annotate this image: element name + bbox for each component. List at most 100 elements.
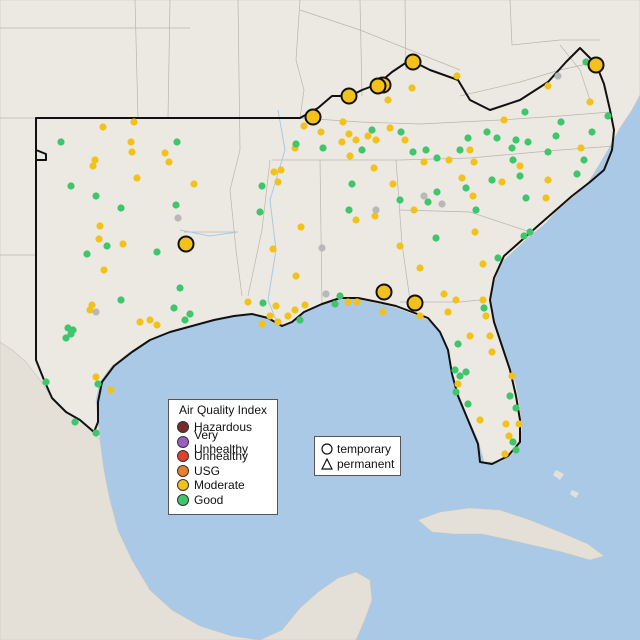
temporary-site-marker[interactable] <box>587 56 605 74</box>
moderate-site-marker[interactable] <box>100 266 108 274</box>
temporary-site-marker[interactable] <box>406 294 424 312</box>
moderate-site-marker[interactable] <box>346 152 354 160</box>
moderate-site-marker[interactable] <box>277 166 285 174</box>
good-site-marker[interactable] <box>512 136 520 144</box>
moderate-site-marker[interactable] <box>476 416 484 424</box>
moderate-site-marker[interactable] <box>292 272 300 280</box>
moderate-site-marker[interactable] <box>165 158 173 166</box>
moderate-site-marker[interactable] <box>161 149 169 157</box>
moderate-site-marker[interactable] <box>127 138 135 146</box>
good-site-marker[interactable] <box>480 304 488 312</box>
no-data-site-marker[interactable] <box>174 214 182 222</box>
moderate-site-marker[interactable] <box>386 124 394 132</box>
moderate-site-marker[interactable] <box>500 116 508 124</box>
good-site-marker[interactable] <box>331 300 339 308</box>
good-site-marker[interactable] <box>526 228 534 236</box>
moderate-site-marker[interactable] <box>136 318 144 326</box>
good-site-marker[interactable] <box>472 206 480 214</box>
moderate-site-marker[interactable] <box>453 72 461 80</box>
moderate-site-marker[interactable] <box>96 222 104 230</box>
moderate-site-marker[interactable] <box>479 260 487 268</box>
moderate-site-marker[interactable] <box>99 123 107 131</box>
moderate-site-marker[interactable] <box>133 174 141 182</box>
moderate-site-marker[interactable] <box>452 296 460 304</box>
moderate-site-marker[interactable] <box>401 136 409 144</box>
moderate-site-marker[interactable] <box>458 174 466 182</box>
moderate-site-marker[interactable] <box>444 308 452 316</box>
moderate-site-marker[interactable] <box>479 296 487 304</box>
good-site-marker[interactable] <box>94 380 102 388</box>
good-site-marker[interactable] <box>173 138 181 146</box>
no-data-site-marker[interactable] <box>322 290 330 298</box>
moderate-site-marker[interactable] <box>258 320 266 328</box>
no-data-site-marker[interactable] <box>554 72 562 80</box>
moderate-site-marker[interactable] <box>371 212 379 220</box>
good-site-marker[interactable] <box>345 206 353 214</box>
moderate-site-marker[interactable] <box>190 180 198 188</box>
moderate-site-marker[interactable] <box>146 316 154 324</box>
moderate-site-marker[interactable] <box>542 194 550 202</box>
good-site-marker[interactable] <box>588 128 596 136</box>
good-site-marker[interactable] <box>520 232 528 240</box>
good-site-marker[interactable] <box>69 326 77 334</box>
good-site-marker[interactable] <box>493 134 501 142</box>
good-site-marker[interactable] <box>488 176 496 184</box>
good-site-marker[interactable] <box>454 340 462 348</box>
no-data-site-marker[interactable] <box>318 244 326 252</box>
good-site-marker[interactable] <box>521 108 529 116</box>
moderate-site-marker[interactable] <box>501 450 509 458</box>
moderate-site-marker[interactable] <box>107 386 115 394</box>
moderate-site-marker[interactable] <box>244 298 252 306</box>
moderate-site-marker[interactable] <box>470 158 478 166</box>
good-site-marker[interactable] <box>117 296 125 304</box>
good-site-marker[interactable] <box>462 184 470 192</box>
temporary-site-marker[interactable] <box>340 87 358 105</box>
moderate-site-marker[interactable] <box>516 162 524 170</box>
good-site-marker[interactable] <box>258 182 266 190</box>
good-site-marker[interactable] <box>456 146 464 154</box>
moderate-site-marker[interactable] <box>89 162 97 170</box>
temporary-site-marker[interactable] <box>177 235 195 253</box>
good-site-marker[interactable] <box>464 400 472 408</box>
good-site-marker[interactable] <box>432 234 440 242</box>
good-site-marker[interactable] <box>424 198 432 206</box>
moderate-site-marker[interactable] <box>269 245 277 253</box>
good-site-marker[interactable] <box>522 194 530 202</box>
moderate-site-marker[interactable] <box>498 178 506 186</box>
moderate-site-marker[interactable] <box>291 306 299 314</box>
good-site-marker[interactable] <box>604 112 612 120</box>
moderate-site-marker[interactable] <box>372 136 380 144</box>
moderate-site-marker[interactable] <box>86 306 94 314</box>
good-site-marker[interactable] <box>319 144 327 152</box>
good-site-marker[interactable] <box>552 132 560 140</box>
no-data-site-marker[interactable] <box>92 308 100 316</box>
moderate-site-marker[interactable] <box>272 302 280 310</box>
moderate-site-marker[interactable] <box>274 178 282 186</box>
moderate-site-marker[interactable] <box>544 82 552 90</box>
moderate-site-marker[interactable] <box>577 144 585 152</box>
moderate-site-marker[interactable] <box>270 168 278 176</box>
moderate-site-marker[interactable] <box>508 372 516 380</box>
good-site-marker[interactable] <box>172 201 180 209</box>
moderate-site-marker[interactable] <box>389 180 397 188</box>
good-site-marker[interactable] <box>464 134 472 142</box>
good-site-marker[interactable] <box>524 138 532 146</box>
moderate-site-marker[interactable] <box>445 156 453 164</box>
good-site-marker[interactable] <box>516 172 524 180</box>
moderate-site-marker[interactable] <box>92 373 100 381</box>
moderate-site-marker[interactable] <box>345 130 353 138</box>
moderate-site-marker[interactable] <box>384 96 392 104</box>
moderate-site-marker[interactable] <box>466 146 474 154</box>
good-site-marker[interactable] <box>456 372 464 380</box>
temporary-site-marker[interactable] <box>375 283 393 301</box>
good-site-marker[interactable] <box>181 316 189 324</box>
moderate-site-marker[interactable] <box>420 158 428 166</box>
good-site-marker[interactable] <box>67 182 75 190</box>
moderate-site-marker[interactable] <box>370 164 378 172</box>
moderate-site-marker[interactable] <box>297 223 305 231</box>
moderate-site-marker[interactable] <box>410 206 418 214</box>
good-site-marker[interactable] <box>368 126 376 134</box>
good-site-marker[interactable] <box>92 429 100 437</box>
moderate-site-marker[interactable] <box>502 420 510 428</box>
good-site-marker[interactable] <box>186 310 194 318</box>
